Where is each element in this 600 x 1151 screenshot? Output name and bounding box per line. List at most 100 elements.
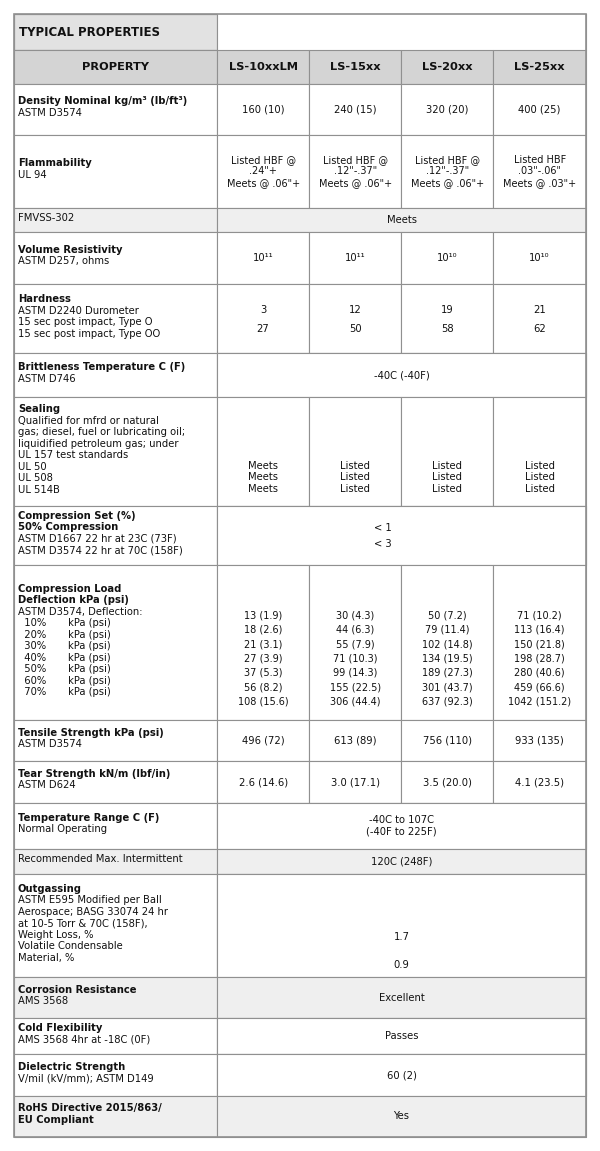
Bar xyxy=(401,1019,493,1054)
Text: ASTM D1667 22 hr at 23C (73F): ASTM D1667 22 hr at 23C (73F) xyxy=(18,534,176,544)
Bar xyxy=(401,721,493,761)
Text: 320 (20): 320 (20) xyxy=(426,105,469,114)
Text: TYPICAL PROPERTIES: TYPICAL PROPERTIES xyxy=(19,25,160,39)
Text: 50 (7.2): 50 (7.2) xyxy=(428,610,467,620)
Text: ASTM D3574: ASTM D3574 xyxy=(18,108,82,117)
Text: 933 (135): 933 (135) xyxy=(515,735,564,746)
Text: Listed: Listed xyxy=(432,460,462,471)
Bar xyxy=(14,977,217,1019)
Text: ASTM D3574, Deflection:: ASTM D3574, Deflection: xyxy=(18,607,143,617)
Text: ASTM E595 Modified per Ball: ASTM E595 Modified per Ball xyxy=(18,895,162,905)
Text: Outgassing: Outgassing xyxy=(18,884,82,893)
Text: at 10-5 Torr & 70C (158F),: at 10-5 Torr & 70C (158F), xyxy=(18,918,148,928)
Text: 4.1 (23.5): 4.1 (23.5) xyxy=(515,777,564,787)
Text: 0.9: 0.9 xyxy=(394,960,409,969)
Bar xyxy=(309,505,401,565)
Bar xyxy=(217,1019,586,1054)
Text: Listed: Listed xyxy=(432,472,462,482)
Text: 189 (27.3): 189 (27.3) xyxy=(422,668,473,678)
Text: 27 (3.9): 27 (3.9) xyxy=(244,654,283,663)
Bar xyxy=(401,51,493,84)
Bar xyxy=(14,802,217,849)
Text: Dielectric Strength: Dielectric Strength xyxy=(18,1062,125,1072)
Text: FMVSS-302: FMVSS-302 xyxy=(18,213,74,222)
Text: Volatile Condensable: Volatile Condensable xyxy=(18,942,123,951)
Text: 10¹⁰: 10¹⁰ xyxy=(437,253,458,262)
Text: 12: 12 xyxy=(349,305,362,315)
Bar xyxy=(217,874,309,977)
Bar xyxy=(309,874,401,977)
Bar xyxy=(14,84,217,136)
Text: UL 514B: UL 514B xyxy=(18,485,60,495)
Text: Hardness: Hardness xyxy=(18,294,71,304)
Bar xyxy=(217,353,309,397)
Bar xyxy=(309,721,401,761)
Text: ASTM D257, ohms: ASTM D257, ohms xyxy=(18,257,109,266)
Bar xyxy=(401,1054,493,1096)
Text: 19: 19 xyxy=(441,305,454,315)
Text: 55 (7.9): 55 (7.9) xyxy=(336,639,374,649)
Text: gas; diesel, fuel or lubricating oil;: gas; diesel, fuel or lubricating oil; xyxy=(18,427,185,437)
Text: 155 (22.5): 155 (22.5) xyxy=(329,683,381,692)
Text: Sealing: Sealing xyxy=(18,404,60,414)
Bar xyxy=(14,14,217,51)
Bar xyxy=(493,1019,586,1054)
Text: .03"-.06": .03"-.06" xyxy=(518,167,561,176)
Text: Listed: Listed xyxy=(524,472,554,482)
Text: Qualified for mfrd or natural: Qualified for mfrd or natural xyxy=(18,416,159,426)
Text: 40%       kPa (psi): 40% kPa (psi) xyxy=(18,653,110,663)
Text: UL 50: UL 50 xyxy=(18,462,47,472)
Bar xyxy=(309,51,401,84)
Text: Listed: Listed xyxy=(340,483,370,494)
Text: liquidified petroleum gas; under: liquidified petroleum gas; under xyxy=(18,439,179,449)
Text: Compression Set (%): Compression Set (%) xyxy=(18,511,136,521)
Text: 60%       kPa (psi): 60% kPa (psi) xyxy=(18,676,111,686)
Text: -40C (-40F): -40C (-40F) xyxy=(374,371,430,381)
Text: Brittleness Temperature C (F): Brittleness Temperature C (F) xyxy=(18,363,185,373)
Text: < 3: < 3 xyxy=(374,540,392,549)
Text: Cold Flexibility: Cold Flexibility xyxy=(18,1023,103,1034)
Bar xyxy=(14,505,217,565)
Text: EU Compliant: EU Compliant xyxy=(18,1115,94,1125)
Text: 10¹⁰: 10¹⁰ xyxy=(529,253,550,262)
Text: LS-20xx: LS-20xx xyxy=(422,62,473,71)
Bar xyxy=(493,233,586,284)
Text: 27: 27 xyxy=(257,325,269,334)
Text: 306 (44.4): 306 (44.4) xyxy=(330,696,380,707)
Bar xyxy=(493,505,586,565)
Text: Listed: Listed xyxy=(340,472,370,482)
Text: 160 (10): 160 (10) xyxy=(242,105,284,114)
Text: 3: 3 xyxy=(260,305,266,315)
Bar xyxy=(401,136,493,207)
Text: UL 94: UL 94 xyxy=(18,170,47,180)
Text: Density Nominal kg/m³ (lb/ft³): Density Nominal kg/m³ (lb/ft³) xyxy=(18,97,187,107)
Text: Flammability: Flammability xyxy=(18,159,92,168)
Text: 60 (2): 60 (2) xyxy=(386,1070,416,1080)
Text: .12"-.37": .12"-.37" xyxy=(425,167,469,176)
Bar xyxy=(217,977,586,1019)
Bar xyxy=(309,284,401,353)
Text: Meets @ .06"+: Meets @ .06"+ xyxy=(319,178,392,188)
Text: AMS 3568: AMS 3568 xyxy=(18,996,68,1006)
Text: Meets: Meets xyxy=(248,472,278,482)
Text: Meets @ .06"+: Meets @ .06"+ xyxy=(227,178,299,188)
Text: Meets: Meets xyxy=(248,460,278,471)
Text: Normal Operating: Normal Operating xyxy=(18,824,107,834)
Text: Yes: Yes xyxy=(394,1112,410,1121)
Text: 301 (43.7): 301 (43.7) xyxy=(422,683,473,692)
Bar xyxy=(493,874,586,977)
Text: 15 sec post impact, Type O: 15 sec post impact, Type O xyxy=(18,317,152,327)
Bar xyxy=(309,565,401,721)
Text: Temperature Range C (F): Temperature Range C (F) xyxy=(18,813,160,823)
Bar xyxy=(217,84,309,136)
Bar xyxy=(309,353,401,397)
Bar xyxy=(217,721,309,761)
Text: LS-10xxLM: LS-10xxLM xyxy=(229,62,298,71)
Text: 10¹¹: 10¹¹ xyxy=(253,253,274,262)
Bar xyxy=(493,565,586,721)
Bar xyxy=(14,1054,217,1096)
Text: .24"+: .24"+ xyxy=(249,167,277,176)
Bar xyxy=(493,761,586,802)
Text: Listed HBF @: Listed HBF @ xyxy=(323,155,388,165)
Text: Listed HBF: Listed HBF xyxy=(514,155,566,165)
